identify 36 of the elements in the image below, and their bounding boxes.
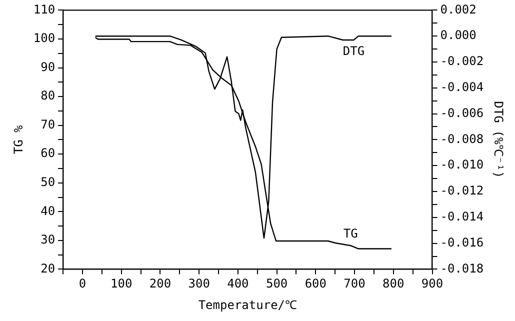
x-tick-label: 800: [382, 276, 404, 291]
y2-tick-label: -0.018: [440, 261, 484, 276]
y-tick-label: 60: [40, 146, 56, 160]
y-tick-label: 50: [40, 174, 56, 189]
y-tick-label: 30: [40, 232, 56, 247]
x-tick-label: 200: [149, 276, 172, 291]
x-tick-label: 100: [110, 276, 132, 291]
y-tick-label: 90: [40, 60, 56, 74]
y-tick-label: 100: [33, 31, 56, 46]
x-tick-label: 900: [421, 276, 444, 291]
series-label: TG: [343, 226, 358, 241]
y-tick-label: 80: [40, 88, 56, 103]
y-tick-label: 70: [40, 117, 56, 132]
x-tick-label: 0: [78, 276, 86, 291]
x-tick-label: 300: [188, 276, 210, 291]
y2-tick-label: -0.006: [440, 106, 484, 120]
y2-tick-label: 0.002: [440, 2, 476, 16]
x-tick-label: 500: [266, 276, 288, 291]
y2-tick-label: -0.012: [440, 184, 484, 198]
y2-axis-title: DTG (%℃⁻¹): [492, 101, 506, 178]
y-axis-title: TG %: [11, 124, 26, 154]
y2-tick-label: -0.010: [440, 158, 484, 172]
y2-tick-label: -0.016: [440, 235, 484, 250]
x-tick-label: 400: [227, 276, 249, 291]
y2-tick-label: -0.014: [440, 210, 484, 224]
y2-tick-label: -0.004: [440, 80, 484, 94]
x-axis-title: Temperature/℃: [198, 298, 298, 312]
y2-tick-label: 0.000: [440, 28, 476, 42]
y2-tick-label: -0.008: [440, 132, 484, 146]
y-tick-label: 40: [40, 204, 56, 218]
y-tick-label: 110: [33, 2, 56, 16]
x-tick-label: 600: [304, 276, 327, 291]
series-label: DTG: [342, 44, 365, 58]
y-tick-label: 20: [40, 261, 56, 276]
y2-tick-label: -0.002: [440, 54, 484, 68]
x-tick-label: 700: [344, 276, 366, 291]
